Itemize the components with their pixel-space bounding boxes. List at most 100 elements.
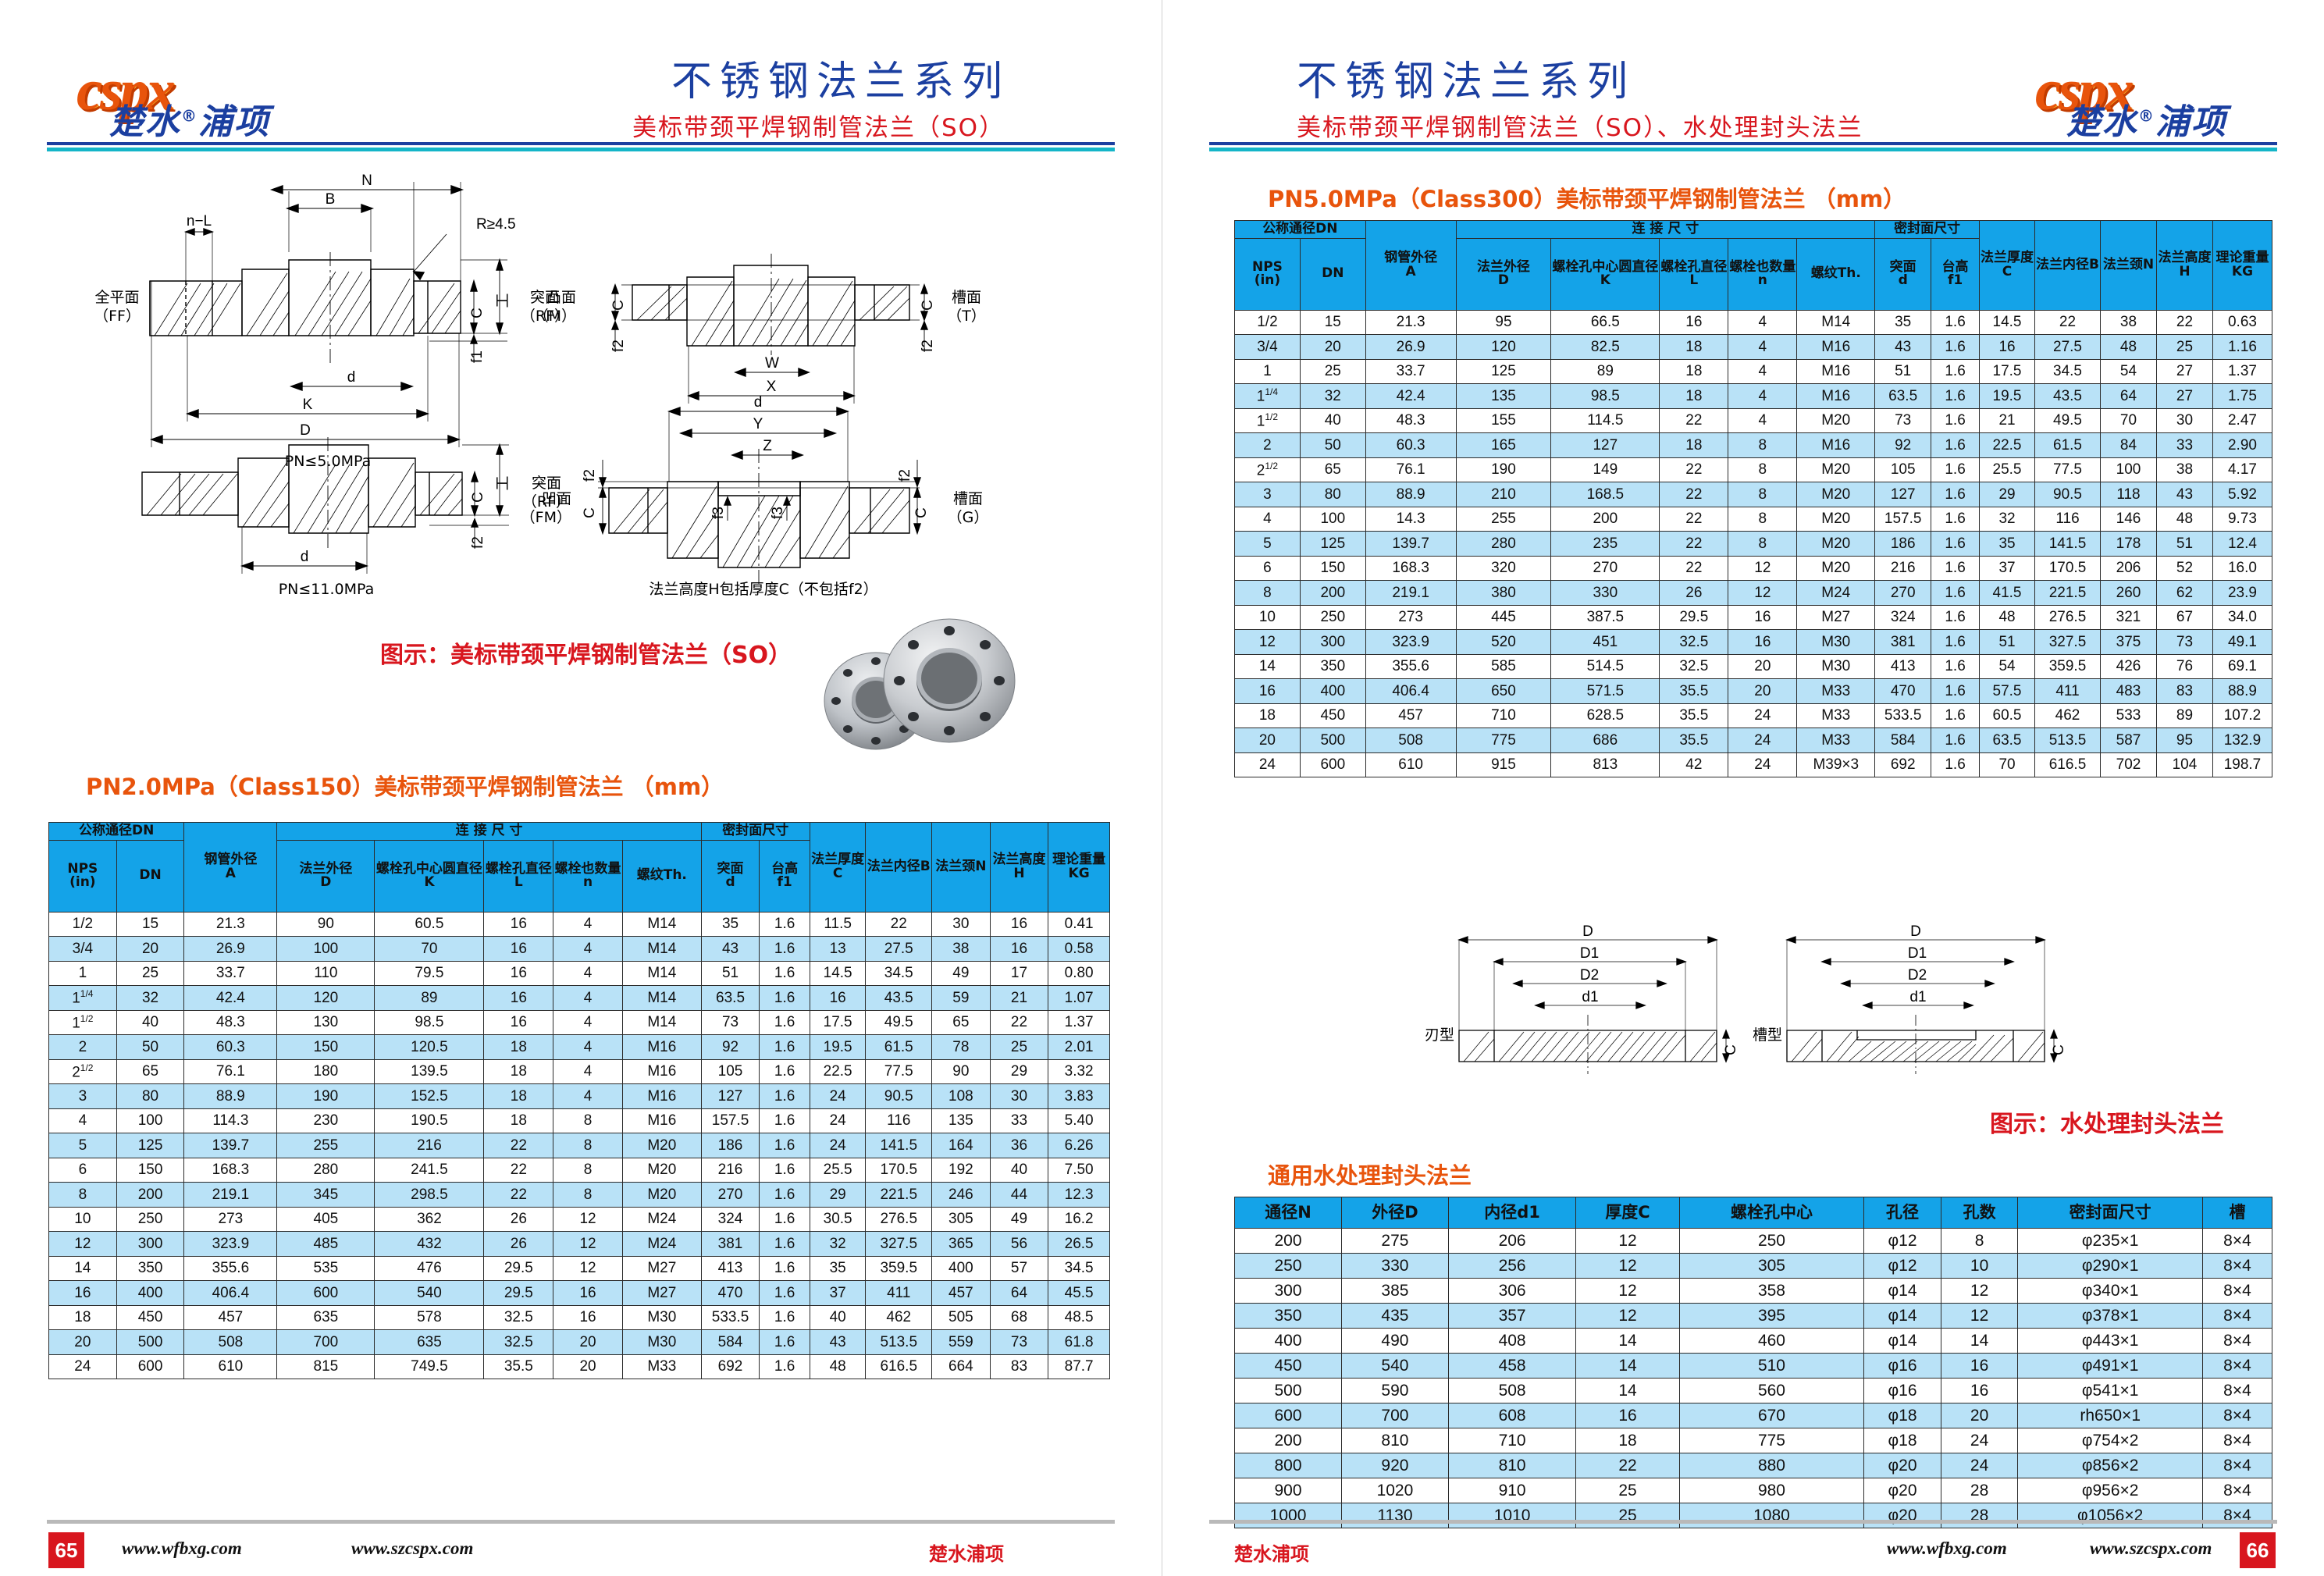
table-cell: 8 — [48, 1182, 117, 1208]
table-cell: 4 — [553, 960, 623, 987]
left-footer: 65 www.wfbxg.com www.szcspx.com 楚水浦项 — [0, 1520, 1162, 1576]
table-cell: 610 — [183, 1354, 278, 1380]
table-cell: 32 — [116, 985, 185, 1011]
table-cell: 508 — [1365, 728, 1457, 753]
table-row: 12 300 323.9 485 432 26 12 M24 381 1.6 32 327.5 365 5… — [48, 1231, 1110, 1257]
table-cell: 9.73 — [2212, 506, 2273, 532]
table-cell: 168.5 — [1550, 482, 1660, 507]
label-Y: Y — [753, 416, 763, 432]
table-cell: 22 — [1659, 407, 1729, 434]
table-row: 500 590 508 14 560 φ16 16 φ541×1 8×4 — [1233, 1378, 2273, 1403]
right-header-rule-cyan — [1209, 148, 2277, 151]
th-bolt-count: 螺栓也数量 n — [553, 839, 623, 913]
table-cell: φ14 — [1863, 1278, 1941, 1304]
table-cell: 26 — [483, 1206, 554, 1233]
table-cell: 60.5 — [374, 911, 485, 937]
table-cell: 14 — [48, 1255, 117, 1282]
table-cell: 600 — [276, 1280, 375, 1306]
table-cell: 26.9 — [183, 936, 278, 962]
table-cell: 700 — [1341, 1403, 1449, 1428]
table-cell: 276.5 — [2034, 604, 2101, 631]
right-footer-url1[interactable]: www.wfbxg.com — [1887, 1539, 2007, 1558]
table-cell: 49.5 — [2034, 407, 2101, 434]
label-FF-line1: 全平面 — [94, 289, 139, 306]
table-cell: 216 — [374, 1133, 485, 1158]
table-cell: 114.3 — [183, 1108, 278, 1134]
table-cell: 1.6 — [1931, 358, 1981, 385]
table-cell: 35.5 — [483, 1354, 554, 1380]
left-header: cspx 楚水®浦项 不锈钢法兰系列 美标带颈平焊钢制管法兰（SO） — [0, 0, 1162, 164]
table-cell: 22 — [483, 1157, 554, 1183]
table-cell: 26.5 — [1048, 1231, 1110, 1257]
table-cell: 3/4 — [48, 936, 117, 962]
table-cell: 5.40 — [1048, 1108, 1110, 1134]
table-cell: 381 — [1874, 629, 1932, 655]
right-logo-cn-text: 楚水®浦项 — [2066, 102, 2227, 142]
table-cell: 1010 — [1447, 1503, 1577, 1528]
table-cell: M27 — [621, 1280, 702, 1306]
water-table-title: 通用水处理封头法兰 — [1268, 1162, 1472, 1189]
label-RF1-line2: （RF） — [521, 308, 569, 325]
table-cell: 18 — [1575, 1428, 1680, 1453]
table-cell: 43 — [700, 936, 760, 962]
table-cell: 105 — [700, 1058, 760, 1085]
table-cell: 710 — [1447, 1428, 1577, 1453]
table-cell: 26 — [1659, 580, 1729, 606]
water-th: 孔数 — [1940, 1197, 2019, 1229]
table-cell: 276.5 — [865, 1206, 933, 1233]
table-cell: 135 — [1455, 383, 1552, 409]
left-footer-url2[interactable]: www.szcspx.com — [351, 1539, 474, 1558]
rth-bolt-circle: 螺栓孔中心圆直径 K — [1550, 237, 1660, 311]
th-bolt-circle: 螺栓孔中心圆直径 K — [374, 839, 485, 913]
left-footer-url1[interactable]: www.wfbxg.com — [122, 1539, 242, 1558]
table-cell: 533 — [2099, 703, 2157, 729]
table-cell: 23.9 — [2212, 580, 2273, 606]
table-cell: 635 — [374, 1329, 485, 1355]
table-cell: 25 — [1299, 358, 1366, 385]
table-cell: 116 — [865, 1108, 933, 1134]
table-cell: 462 — [865, 1304, 933, 1331]
table-cell: 590 — [1341, 1378, 1449, 1403]
table-cell: 48 — [2099, 334, 2157, 360]
table-cell: 24 — [1234, 752, 1301, 778]
rth-seal-group: 密封面尺寸 — [1874, 220, 1981, 239]
label-f3-b: f3 — [770, 507, 786, 519]
table-cell: φ1056×2 — [2017, 1503, 2203, 1528]
table-cell: 608 — [1447, 1403, 1577, 1428]
left-title-main: 不锈钢法兰系列 — [671, 59, 1011, 105]
label-W: W — [765, 355, 779, 372]
table-cell: M27 — [1796, 604, 1876, 631]
table-cell: 16 — [1659, 309, 1729, 336]
table-cell: 520 — [1455, 629, 1552, 655]
table-cell: 48 — [1979, 604, 2036, 631]
table-cell: 8 — [553, 1157, 623, 1183]
table-cell: 16 — [1979, 334, 2036, 360]
table-cell: 18 — [483, 1058, 554, 1085]
wd-label-d1-right: d1 — [1909, 989, 1926, 1005]
table-row: 600 700 608 16 670 φ18 20 rh650×1 8×4 — [1233, 1403, 2273, 1428]
table-cell: M30 — [621, 1329, 702, 1355]
table-cell: 600 — [1233, 1403, 1343, 1428]
table-cell: φ754×2 — [2017, 1428, 2203, 1453]
table-cell: 22 — [989, 1009, 1049, 1036]
table-cell: M33 — [1796, 703, 1876, 729]
table-cell: M20 — [621, 1133, 702, 1158]
th-step: 台高 f1 — [759, 839, 810, 913]
table-cell: 610 — [1365, 752, 1457, 778]
label-X: X — [767, 379, 777, 395]
table-row: 6 150 168.3 320 270 22 12 M20 216 1.6 37 170.5 206 52… — [1234, 555, 2273, 582]
table-cell: 8×4 — [2201, 1353, 2273, 1379]
table-cell: 63.5 — [1979, 728, 2036, 753]
table-cell: 8 — [1234, 580, 1301, 606]
table-cell: 38 — [2099, 309, 2157, 336]
table-cell: 628.5 — [1550, 703, 1660, 729]
table-cell: 775 — [1455, 728, 1552, 753]
table-cell: 51 — [1979, 629, 2036, 655]
table-cell: 350 — [1233, 1303, 1343, 1329]
table-cell: 457 — [183, 1304, 278, 1331]
table-row: 18 450 457 635 578 32.5 16 M30 533.5 1.6 40 462 505 6… — [48, 1304, 1110, 1331]
table-cell: 411 — [865, 1280, 933, 1306]
table-cell: 270 — [1874, 580, 1932, 606]
table-cell: 12 — [1575, 1228, 1680, 1254]
right-footer-url2[interactable]: www.szcspx.com — [2090, 1539, 2212, 1558]
